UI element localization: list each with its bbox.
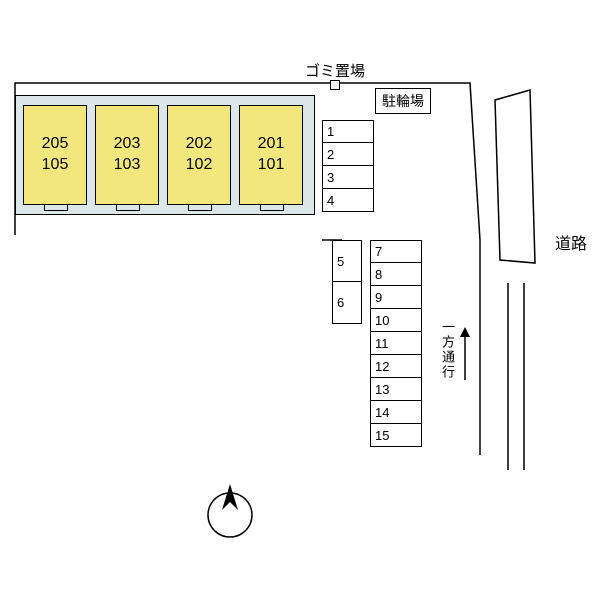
road-label: 道路 bbox=[555, 230, 587, 254]
oneway-label: 一方通行 bbox=[438, 320, 457, 380]
unit-door bbox=[188, 205, 212, 211]
unit-105: 205105 bbox=[23, 105, 87, 205]
unit-door bbox=[116, 205, 140, 211]
site-plan-canvas: ゴミ置場 駐輪場 205105203103202102201101 1234 5… bbox=[0, 0, 600, 600]
parking-slot-4: 4 bbox=[322, 189, 374, 212]
unit-top-label: 203 bbox=[96, 134, 158, 155]
parking-slot-3: 3 bbox=[322, 166, 374, 189]
unit-101: 201101 bbox=[239, 105, 303, 205]
unit-bottom-label: 102 bbox=[168, 155, 230, 176]
unit-top-label: 205 bbox=[24, 134, 86, 155]
parking-slot-13: 13 bbox=[370, 378, 422, 401]
boundary-lines bbox=[0, 0, 600, 600]
unit-top-label: 202 bbox=[168, 134, 230, 155]
unit-top-label: 201 bbox=[240, 134, 302, 155]
parking-slot-14: 14 bbox=[370, 401, 422, 424]
unit-bottom-label: 101 bbox=[240, 155, 302, 176]
parking-slot-8: 8 bbox=[370, 263, 422, 286]
parking-slot-11: 11 bbox=[370, 332, 422, 355]
parking-slot-7: 7 bbox=[370, 240, 422, 263]
parking-slot-12: 12 bbox=[370, 355, 422, 378]
compass-north bbox=[200, 480, 260, 540]
parking-slot-9: 9 bbox=[370, 286, 422, 309]
parking-slot-15: 15 bbox=[370, 424, 422, 447]
oneway-arrow bbox=[455, 325, 475, 390]
unit-door bbox=[260, 205, 284, 211]
parking-slot-10: 10 bbox=[370, 309, 422, 332]
parking-col-2: 56 bbox=[332, 240, 362, 324]
unit-bottom-label: 105 bbox=[24, 155, 86, 176]
gomi-label: ゴミ置場 bbox=[305, 60, 365, 81]
unit-103: 203103 bbox=[95, 105, 159, 205]
parking-col-3: 789101112131415 bbox=[370, 240, 422, 447]
gomi-box bbox=[330, 80, 340, 90]
parking-slot-1: 1 bbox=[322, 120, 374, 143]
parking-slot-6: 6 bbox=[332, 282, 362, 324]
parking-col-1: 1234 bbox=[322, 120, 374, 212]
unit-door bbox=[44, 205, 68, 211]
parking-slot-5: 5 bbox=[332, 240, 362, 282]
bike-parking-label: 駐輪場 bbox=[375, 88, 431, 114]
parking-slot-2: 2 bbox=[322, 143, 374, 166]
unit-102: 202102 bbox=[167, 105, 231, 205]
unit-bottom-label: 103 bbox=[96, 155, 158, 176]
